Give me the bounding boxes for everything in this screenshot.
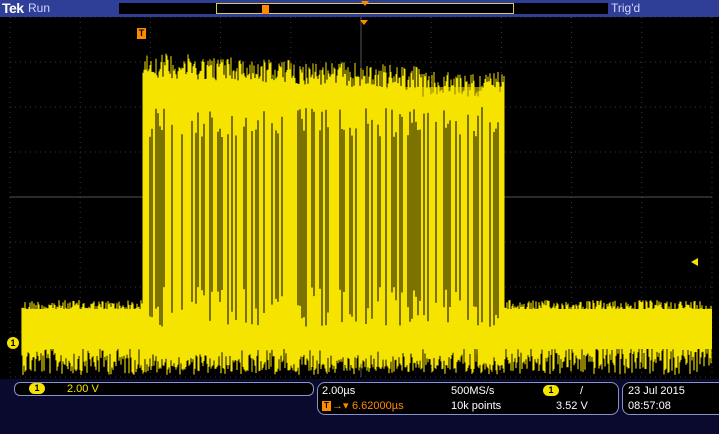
trigger-status: Trig'd xyxy=(611,1,641,15)
readout-bar: 1 2.00 V 2.00µs 500MS/s T →▾ 6.62000µs 1… xyxy=(0,379,719,434)
datetime-readout: 23 Jul 2015 08:57:08 xyxy=(622,382,719,415)
trigger-position-marker[interactable]: T xyxy=(137,28,146,39)
trigger-source-badge: 1 xyxy=(543,385,559,396)
graticule xyxy=(9,17,713,378)
acquisition-state[interactable]: Run xyxy=(28,1,51,15)
waveform-display[interactable]: T 1 xyxy=(0,17,719,379)
date: 23 Jul 2015 xyxy=(628,385,685,397)
trigger-slope-icon: / xyxy=(580,385,584,397)
record-center-icon xyxy=(361,1,369,6)
trigger-offset-icon: T xyxy=(322,401,331,411)
trigger-offset-arrows: →▾ xyxy=(332,400,349,412)
channel-badge: 1 xyxy=(29,383,45,394)
status-bar: Tek Run Trig'd xyxy=(0,0,719,17)
time: 08:57:08 xyxy=(628,400,671,412)
trigger-level: 3.52 V xyxy=(556,400,588,412)
timebase-readout[interactable]: 2.00µs 500MS/s T →▾ 6.62000µs 10k points… xyxy=(317,382,619,415)
channel1-ground-marker[interactable]: 1 xyxy=(7,337,19,349)
record-length: 10k points xyxy=(451,400,502,412)
brand-logo: Tek xyxy=(2,0,24,16)
sample-rate: 500MS/s xyxy=(451,385,495,397)
trigger-level-icon[interactable] xyxy=(691,258,698,266)
channel-readout[interactable]: 1 2.00 V xyxy=(14,382,314,396)
record-trigger-icon xyxy=(262,5,269,14)
trigger-offset: 6.62000µs xyxy=(352,400,404,412)
horizontal-scale: 2.00µs xyxy=(322,385,356,397)
record-view-bar xyxy=(119,3,608,14)
trigger-point-icon xyxy=(360,20,368,25)
channel-scale: 2.00 V xyxy=(67,383,99,395)
